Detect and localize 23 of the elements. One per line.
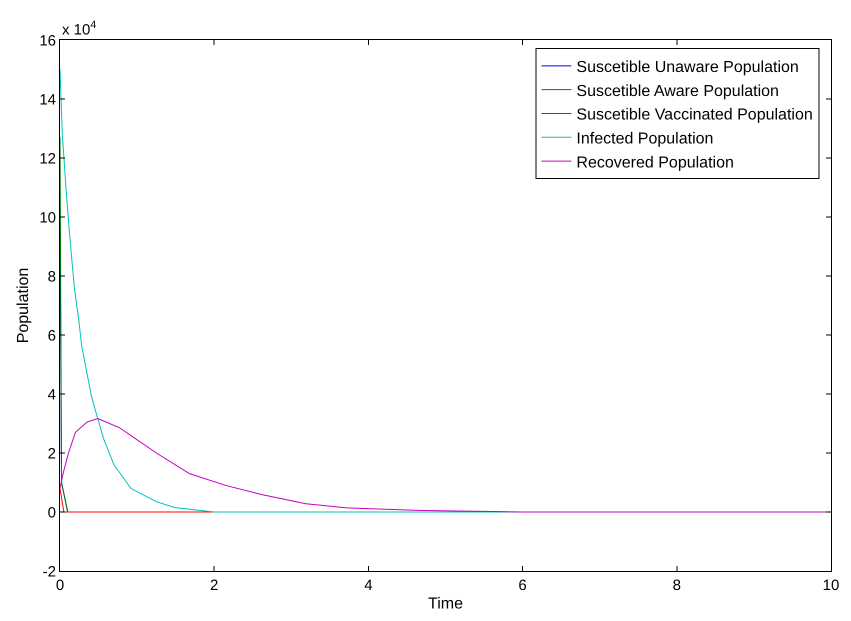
x-axis-title: Time — [428, 596, 464, 613]
y-tick-label: 2 — [48, 445, 56, 462]
legend-label: Suscetible Vaccinated Population — [576, 106, 813, 124]
text: x 10$^{4}$ — [62, 19, 96, 38]
y-tick-label: 8 — [48, 268, 56, 286]
y-tick-label: -2 — [42, 563, 56, 580]
y-tick-label: 10 — [39, 209, 56, 226]
y-tick-label: 16 — [39, 32, 56, 50]
y-tick-label: 0 — [48, 504, 56, 522]
legend-label: Recovered Population — [576, 154, 734, 172]
y-tick-label: 14 — [39, 91, 56, 108]
legend-label: Infected Population — [576, 130, 714, 148]
y-tick-label: 12 — [39, 150, 56, 168]
legend-label: Suscetible Aware Population — [576, 82, 779, 100]
y-tick-label: 6 — [48, 327, 56, 344]
x-tick-label: 4 — [364, 577, 373, 594]
x-tick-label: 2 — [210, 577, 218, 594]
legend-label: Suscetible Unaware Population — [576, 59, 799, 76]
x-tick-label: 8 — [672, 577, 681, 594]
x-tick-label: 6 — [518, 577, 527, 594]
y-axis-title: Population — [15, 268, 32, 344]
y-tick-label: 4 — [48, 386, 56, 404]
x-tick-label: 10 — [822, 577, 840, 594]
